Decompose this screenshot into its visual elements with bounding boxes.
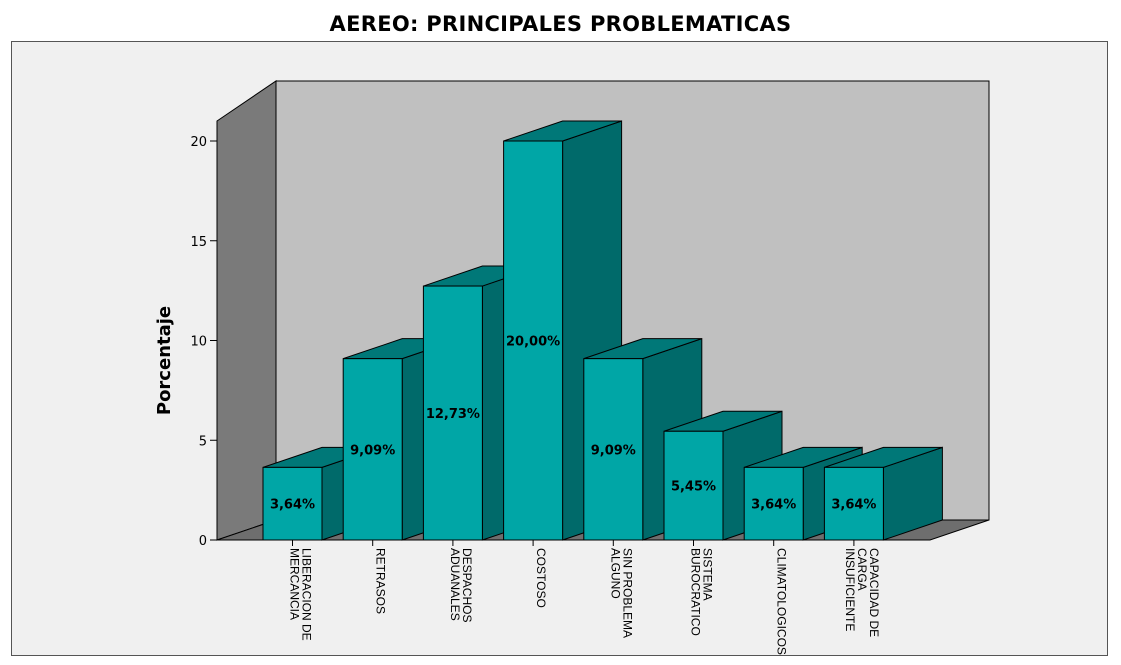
bar-front xyxy=(743,466,804,541)
bar-front xyxy=(823,466,884,541)
category-label: MERCANCIA xyxy=(288,548,302,620)
data-labels: 3,64% 9,09% 12,73% 20,00% 9,09% 5,45% 3,64% 3,6… xyxy=(270,335,877,513)
bar xyxy=(823,446,943,541)
bar-front xyxy=(583,358,644,541)
bar-front xyxy=(663,430,724,541)
y-axis: 0 5 10 15 20 xyxy=(190,135,217,549)
category-label: LIBERACION DE xyxy=(300,548,314,641)
category-label: ALGUNO xyxy=(608,548,622,599)
data-label: 20,00% xyxy=(506,335,560,350)
category-label: DESPACHOS xyxy=(460,548,474,622)
y-tick-label: 5 xyxy=(199,434,207,449)
category-label: CLIMATOLOGICOS xyxy=(775,548,789,655)
category-label: RETRASOS xyxy=(374,548,388,614)
bars xyxy=(262,120,943,541)
data-label: 3,64% xyxy=(831,498,876,513)
category-label: CARGA xyxy=(855,548,869,591)
category-label: SIN PROBLEMA xyxy=(620,548,634,638)
bar xyxy=(503,120,623,541)
chart-title: AEREO: PRINCIPALES PROBLEMATICAS xyxy=(329,12,792,36)
data-label: 3,64% xyxy=(751,498,796,513)
category-label: CAPACIDAD DE xyxy=(867,548,881,637)
data-label: 12,73% xyxy=(426,407,480,422)
y-tick-label: 20 xyxy=(190,135,207,150)
y-tick-label: 10 xyxy=(190,335,207,350)
category-label: ADUANALES xyxy=(448,548,462,621)
chart-plot: 0 5 10 15 20 3,64% 9,09% 12,73% 20,00% 9,09% 5,45… xyxy=(154,80,990,655)
bar-front xyxy=(342,358,403,541)
category-label: BUROCRATICO xyxy=(689,548,703,636)
data-label: 5,45% xyxy=(671,480,716,495)
bar-front xyxy=(422,285,483,541)
y-axis-label: Porcentaje xyxy=(154,306,175,415)
y-tick-label: 0 xyxy=(199,534,207,549)
data-label: 3,64% xyxy=(270,498,315,513)
chart-frame: 0 5 10 15 20 3,64% 9,09% 12,73% 20,00% 9,09% 5,45… xyxy=(11,41,1108,656)
category-label: COSTOSO xyxy=(534,548,548,608)
data-label: 9,09% xyxy=(350,443,395,458)
data-label: 9,09% xyxy=(591,443,636,458)
y-tick-label: 15 xyxy=(190,235,207,250)
category-label: INSUFICIENTE xyxy=(843,548,857,631)
bar-front xyxy=(503,140,564,541)
category-label: SISTEMA xyxy=(701,548,715,601)
